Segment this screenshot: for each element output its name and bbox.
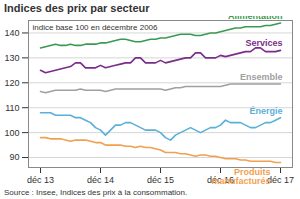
svg-text:déc 13: déc 13 (27, 175, 54, 185)
svg-text:100: 100 (4, 127, 19, 137)
svg-text:déc 17: déc 17 (267, 175, 294, 185)
svg-text:130: 130 (4, 53, 19, 63)
svg-text:Alimentation: Alimentation (228, 16, 283, 21)
html-text:Source : Insee, Indices des pr: Source : Insee, Indices des prix à la co… (4, 188, 188, 197)
svg-text:110: 110 (5, 103, 19, 113)
svg-text:Services: Services (245, 38, 282, 48)
svg-text:Ensemble: Ensemble (240, 72, 283, 82)
svg-text:indice base 100 en décembre 20: indice base 100 en décembre 2006 (33, 23, 159, 32)
svg-text:déc 14: déc 14 (87, 175, 114, 185)
html-text:Indices des prix par secteur: Indices des prix par secteur (4, 2, 150, 14)
svg-text:Produitsmanufacturés: Produitsmanufacturés (211, 167, 270, 186)
svg-text:90: 90 (9, 152, 19, 162)
svg-text:Énergie: Énergie (249, 106, 282, 116)
svg-text:140: 140 (4, 28, 19, 38)
svg-text:déc 15: déc 15 (147, 175, 174, 185)
svg-text:120: 120 (4, 78, 19, 88)
